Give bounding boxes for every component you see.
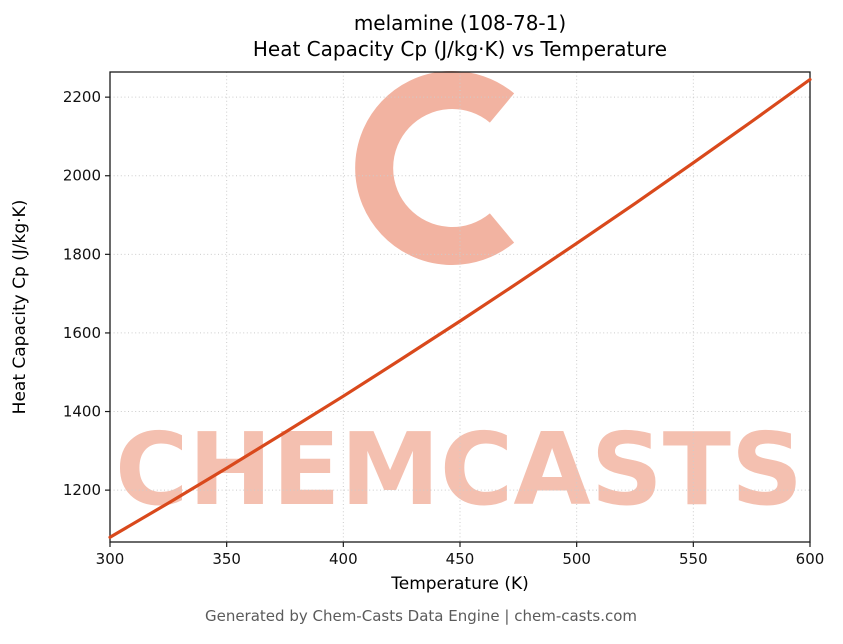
y-tick-label: 1200 bbox=[63, 481, 101, 499]
y-tick-label: 1400 bbox=[63, 403, 101, 421]
tick-marks bbox=[105, 96, 811, 547]
x-tick-label: 300 bbox=[96, 550, 125, 568]
chart-subtitle: Heat Capacity Cp (J/kg·K) vs Temperature bbox=[253, 37, 667, 61]
x-tick-label: 550 bbox=[679, 550, 708, 568]
x-tick-label: 500 bbox=[562, 550, 591, 568]
x-tick-label: 350 bbox=[212, 550, 241, 568]
tick-labels: 300 350 400 450 500 550 600 1200 1400 1600 1800 200… bbox=[63, 88, 825, 568]
x-axis-label: Temperature (K) bbox=[390, 574, 529, 594]
watermark-text: CHEMCASTS bbox=[115, 411, 803, 528]
watermark-layer: CHEMCASTS bbox=[115, 71, 803, 528]
footer-credit: Generated by Chem-Casts Data Engine | ch… bbox=[205, 607, 637, 625]
y-tick-label: 2200 bbox=[63, 88, 101, 106]
y-axis-label: Heat Capacity Cp (J/kg·K) bbox=[10, 200, 30, 415]
x-tick-label: 600 bbox=[796, 550, 825, 568]
y-tick-label: 1600 bbox=[63, 324, 101, 342]
x-tick-label: 450 bbox=[446, 550, 475, 568]
chart-title: melamine (108-78-1) bbox=[354, 11, 566, 35]
y-tick-label: 2000 bbox=[63, 167, 101, 185]
x-tick-label: 400 bbox=[329, 550, 358, 568]
y-tick-label: 1800 bbox=[63, 245, 101, 263]
plot-frame bbox=[109, 71, 811, 543]
chemcasts-logo-icon bbox=[355, 71, 515, 265]
data-line bbox=[108, 77, 812, 539]
